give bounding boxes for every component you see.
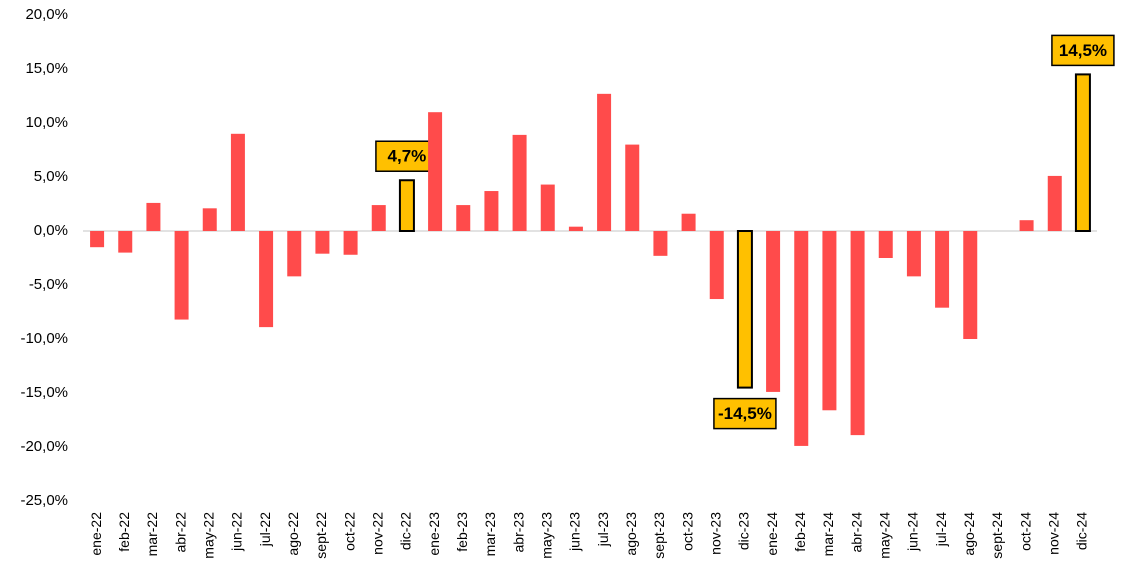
bar [202, 208, 217, 231]
bar [259, 231, 274, 328]
y-tick-label: -15,0% [20, 384, 68, 401]
bar [146, 202, 161, 231]
x-tick-label: sept-24 [989, 512, 1005, 559]
bar [597, 93, 612, 231]
y-tick-label: -25,0% [20, 492, 68, 509]
bar [935, 231, 950, 308]
x-tick-label: sept-23 [651, 512, 667, 559]
y-tick-label: -10,0% [20, 330, 68, 347]
bar [398, 179, 415, 233]
bar [568, 226, 583, 231]
x-tick-label: may-23 [538, 512, 554, 559]
bar [850, 231, 865, 436]
x-tick-label: oct-23 [679, 512, 695, 551]
bar [174, 231, 189, 320]
bar [456, 205, 471, 231]
value-label-box [713, 397, 777, 430]
x-tick-label: sept-22 [313, 512, 329, 559]
y-tick-label: 15,0% [25, 60, 68, 77]
x-tick-label: ago-22 [285, 512, 301, 556]
bar [736, 230, 753, 389]
x-tick-label: ene-24 [764, 512, 780, 556]
bar [822, 231, 837, 411]
x-tick-label: abr-22 [172, 512, 188, 553]
bar [287, 231, 302, 277]
x-tick-label: ene-23 [426, 512, 442, 556]
value-label-box [1051, 34, 1115, 67]
x-tick-label: dic-22 [398, 512, 414, 550]
value-label: -14,5% [718, 404, 772, 423]
bar [794, 231, 809, 446]
y-tick-label: 10,0% [25, 114, 68, 131]
bar [343, 231, 358, 255]
bar [625, 144, 640, 231]
x-tick-label: mar-23 [482, 512, 498, 557]
x-tick-label: nov-22 [369, 512, 385, 555]
x-tick-label: abr-23 [510, 512, 526, 553]
bar [653, 231, 668, 256]
y-tick-label: 5,0% [34, 168, 68, 185]
bar [428, 112, 443, 231]
x-tick-label: nov-24 [1045, 512, 1061, 555]
bar [512, 134, 527, 231]
x-tick-label: dic-24 [1074, 512, 1090, 550]
x-tick-label: jul-22 [257, 512, 273, 547]
bar [371, 205, 386, 231]
x-tick-label: ene-22 [88, 512, 104, 556]
x-tick-label: mar-24 [820, 512, 836, 557]
x-tick-label: ago-23 [623, 512, 639, 556]
x-tick-label: nov-23 [707, 512, 723, 555]
value-label: 4,7% [388, 147, 427, 166]
y-tick-label: -5,0% [29, 276, 68, 293]
value-label: 14,5% [1059, 41, 1107, 60]
x-tick-label: feb-22 [116, 512, 132, 552]
bar [906, 231, 921, 277]
x-tick-label: abr-24 [848, 512, 864, 553]
x-tick-label: may-22 [200, 512, 216, 559]
bar [90, 231, 105, 248]
bar [118, 231, 133, 253]
bar [1047, 175, 1062, 231]
bar [681, 213, 696, 231]
x-tick-label: feb-23 [454, 512, 470, 552]
bar [230, 133, 245, 231]
x-tick-label: mar-22 [144, 512, 160, 557]
y-tick-label: 20,0% [25, 6, 68, 23]
x-tick-label: jun-24 [905, 512, 921, 552]
bar [1074, 73, 1091, 233]
bar [315, 231, 330, 254]
y-tick-label: -20,0% [20, 438, 68, 455]
x-tick-label: oct-24 [1017, 512, 1033, 551]
x-tick-label: ago-24 [961, 512, 977, 556]
x-tick-label: jul-23 [595, 512, 611, 547]
x-tick-label: jul-24 [933, 512, 949, 547]
bar [709, 231, 724, 300]
bar [878, 231, 893, 258]
x-tick-label: jun-23 [567, 512, 583, 552]
bar [484, 191, 499, 231]
x-tick-label: may-24 [876, 512, 892, 559]
bar [963, 231, 978, 339]
bar [1019, 220, 1034, 231]
x-tick-label: feb-24 [792, 512, 808, 552]
y-tick-label: 0,0% [34, 222, 68, 239]
bar [540, 184, 555, 231]
x-tick-label: oct-22 [341, 512, 357, 551]
x-tick-label: jun-22 [229, 512, 245, 552]
bar [766, 231, 781, 392]
x-tick-label: dic-23 [736, 512, 752, 550]
